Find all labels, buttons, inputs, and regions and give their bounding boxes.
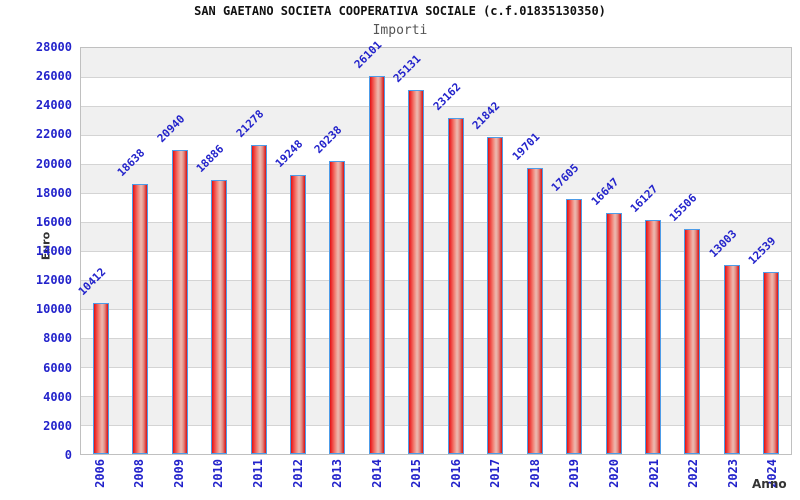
x-tick-label: 2014 xyxy=(367,459,387,499)
y-axis-ticks: 0 2000 4000 6000 8000 10000 12000 14000 16000 180… xyxy=(0,0,72,500)
plot-band xyxy=(81,280,791,309)
x-tick-year: 2021 xyxy=(646,459,661,488)
gridline xyxy=(81,425,791,426)
gridline xyxy=(81,135,791,136)
x-tick-label: 2013 xyxy=(327,459,347,499)
x-axis-title: Anno xyxy=(752,477,787,491)
plot-band xyxy=(81,106,791,135)
x-axis-ticks: 2006 2008 2009 2010 2011 2012 2013 2014 2015 2016… xyxy=(80,459,792,500)
x-tick-year: 2011 xyxy=(251,459,265,488)
bar xyxy=(605,212,622,454)
gridline xyxy=(81,280,791,281)
x-tick-year: 2009 xyxy=(171,459,186,488)
x-tick-label: 2023 xyxy=(723,459,743,499)
x-tick-year: 2022 xyxy=(686,459,701,488)
bar xyxy=(92,303,109,454)
gridline xyxy=(81,396,791,397)
bar xyxy=(211,180,228,454)
bar xyxy=(368,75,385,454)
bar xyxy=(684,229,701,454)
y-tick-label: 8000 xyxy=(43,331,72,346)
x-tick-label: 2021 xyxy=(644,459,664,499)
y-tick-label: 2000 xyxy=(43,418,72,433)
x-tick-year: 2019 xyxy=(567,459,582,488)
x-tick-year: 2013 xyxy=(330,459,345,488)
y-tick-label: 12000 xyxy=(35,273,72,288)
x-tick-year: 2018 xyxy=(527,459,542,488)
plot-area: 10412 18638 20940 18886 21278 19248 20238 26101… xyxy=(76,38,792,455)
gridline xyxy=(81,251,791,252)
bar xyxy=(171,150,188,454)
x-tick-year: 2016 xyxy=(448,459,463,488)
x-tick-label: 2017 xyxy=(485,459,505,499)
x-tick-year: 2010 xyxy=(211,459,226,488)
gridline xyxy=(81,338,791,339)
x-tick-year: 2020 xyxy=(607,459,621,488)
gridline xyxy=(81,106,791,107)
bar xyxy=(487,137,504,454)
bar xyxy=(526,168,543,454)
gridline xyxy=(81,193,791,194)
chart-subtitle: Importi xyxy=(372,23,428,38)
x-tick-label: 2020 xyxy=(604,459,624,499)
y-tick-label: 0 xyxy=(64,448,72,462)
bar xyxy=(723,265,740,454)
gridline xyxy=(81,164,791,165)
x-tick-label: 2012 xyxy=(288,459,308,499)
x-tick-label: 2009 xyxy=(169,459,189,499)
bar xyxy=(408,89,425,454)
gridline xyxy=(81,222,791,223)
y-tick-label: 4000 xyxy=(43,389,72,404)
bar-value-label: 15506 xyxy=(667,191,700,225)
y-tick-label: 24000 xyxy=(35,98,72,113)
x-tick-label: 2019 xyxy=(564,459,584,499)
y-tick-label: 22000 xyxy=(35,127,72,142)
x-tick-label: 2015 xyxy=(406,459,426,499)
x-tick-year: 2017 xyxy=(488,459,503,488)
y-tick-label: 20000 xyxy=(35,156,72,171)
gridline xyxy=(81,367,791,368)
bar xyxy=(289,174,306,454)
y-tick-label: 28000 xyxy=(35,40,72,54)
y-tick-label: 6000 xyxy=(43,360,72,375)
y-tick-label: 18000 xyxy=(35,185,72,200)
x-tick-year: 2014 xyxy=(369,459,384,488)
x-tick-year: 2023 xyxy=(725,459,740,488)
plot-band xyxy=(81,396,791,425)
y-tick-label: 10000 xyxy=(35,302,72,317)
x-tick-label: 2022 xyxy=(683,459,703,499)
x-tick-label: 2018 xyxy=(525,459,545,499)
gridline xyxy=(81,77,791,78)
gridline xyxy=(81,309,791,310)
x-tick-year: 2015 xyxy=(409,459,424,488)
x-tick-label: 2010 xyxy=(208,459,228,499)
plot-band xyxy=(81,338,791,367)
x-tick-year: 2008 xyxy=(132,459,147,488)
plot-band xyxy=(81,222,791,251)
x-tick-year: 2006 xyxy=(92,459,107,488)
bar xyxy=(329,160,346,454)
x-tick-label: 2008 xyxy=(129,459,149,499)
bar xyxy=(644,220,661,454)
plot-band xyxy=(81,48,791,77)
x-tick-label: 2006 xyxy=(90,459,110,499)
y-tick-label: 16000 xyxy=(35,214,72,229)
bar xyxy=(132,183,149,454)
y-tick-label: 26000 xyxy=(35,69,72,84)
x-tick-label: 2011 xyxy=(248,459,268,499)
bar xyxy=(250,145,267,454)
bar xyxy=(447,118,464,454)
x-tick-label: 2016 xyxy=(446,459,466,499)
bar xyxy=(763,272,780,454)
bar xyxy=(566,198,583,454)
x-tick-year: 2012 xyxy=(290,459,305,488)
chart-title: SAN GAETANO SOCIETA COOPERATIVA SOCIALE … xyxy=(194,4,606,18)
y-tick-label: 14000 xyxy=(35,244,72,258)
plot-band xyxy=(81,164,791,193)
